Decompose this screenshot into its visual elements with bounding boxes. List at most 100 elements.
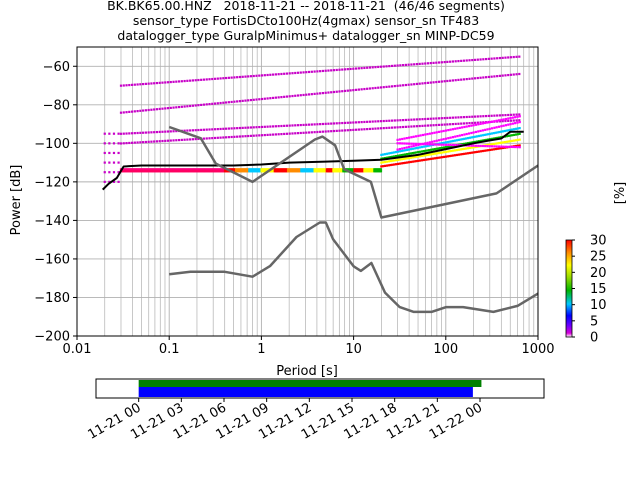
density-cell: [363, 120, 366, 124]
density-cell: [203, 168, 207, 171]
density-cell: [244, 75, 247, 78]
density-cell: [281, 168, 284, 171]
density-cell: [155, 81, 159, 85]
density-cell: [500, 125, 503, 128]
density-cell: [158, 140, 161, 143]
density-cell: [202, 128, 206, 131]
density-cell: [431, 140, 434, 143]
density-cell: [122, 84, 125, 87]
density-cell: [324, 91, 327, 94]
density-cell: [456, 135, 459, 138]
density-cell: [493, 120, 496, 123]
density-cell: [211, 168, 214, 171]
density-cell: [161, 130, 164, 133]
density-cell: [136, 170, 139, 173]
density-cell: [518, 55, 521, 58]
density-cell: [253, 170, 256, 173]
density-cell: [206, 168, 209, 171]
density-cell: [382, 65, 385, 68]
density-cell: [444, 137, 448, 140]
density-cell: [476, 76, 479, 80]
density-cell: [192, 170, 196, 173]
density-cell: [327, 130, 330, 133]
density-cell: [230, 76, 233, 79]
density-cell: [426, 81, 430, 84]
density-cell: [353, 168, 356, 171]
density-cell: [451, 79, 455, 82]
density-cell: [509, 113, 513, 116]
density-cell: [439, 151, 442, 154]
density-cell: [150, 131, 153, 134]
density-cell: [175, 106, 178, 109]
density-cell: [130, 168, 134, 171]
density-cell: [471, 115, 474, 118]
density-cell: [263, 168, 266, 171]
density-cell: [390, 85, 394, 88]
density-cell: [117, 132, 120, 135]
density-cell: [227, 136, 230, 139]
density-cell: [359, 170, 363, 173]
density-cell: [398, 158, 401, 161]
density-cell: [487, 149, 490, 152]
density-cell: [366, 128, 369, 131]
density-cell: [276, 170, 280, 173]
density-cell: [219, 170, 222, 173]
density-cell: [374, 127, 377, 130]
density-cell: [133, 170, 136, 173]
density-cell: [332, 69, 336, 72]
density-cell: [294, 170, 297, 173]
density-cell: [409, 160, 412, 164]
density-cell: [129, 170, 133, 173]
colorbar-tick-label: 5: [590, 314, 598, 329]
density-cell: [387, 152, 390, 155]
density-cell: [479, 139, 483, 142]
density-cell: [465, 152, 468, 155]
density-cell: [198, 168, 201, 171]
density-cell: [125, 132, 128, 135]
density-cell: [455, 139, 459, 142]
density-cell: [283, 170, 286, 173]
density-cell: [288, 124, 291, 127]
density-cell: [283, 168, 286, 171]
density-cell: [136, 109, 139, 113]
density-cell: [202, 170, 206, 173]
density-cell: [411, 156, 414, 159]
density-cell: [175, 170, 178, 173]
colorbar-label: [%]: [613, 182, 628, 205]
density-cell: [321, 122, 325, 126]
density-cell: [230, 127, 233, 130]
density-cell: [399, 126, 402, 129]
density-cell: [387, 156, 390, 159]
density-cell: [103, 161, 106, 164]
density-cell: [157, 168, 160, 171]
density-cell: [307, 123, 311, 126]
density-cell: [393, 64, 396, 67]
density-cell: [426, 62, 430, 65]
density-cell: [240, 170, 243, 173]
density-cell: [348, 168, 352, 171]
x-tick-label: 10: [345, 342, 362, 357]
density-cell: [382, 165, 385, 168]
density-cell: [265, 168, 269, 171]
density-cell: [470, 144, 473, 147]
density-cell: [305, 131, 308, 134]
density-cell: [454, 79, 457, 82]
density-cell: [444, 143, 448, 146]
density-cell: [444, 146, 447, 149]
density-cell: [509, 119, 513, 122]
density-cell: [324, 122, 327, 125]
density-cell: [389, 152, 392, 155]
density-cell: [415, 155, 418, 158]
density-cell: [133, 110, 136, 113]
density-cell: [145, 170, 148, 173]
density-cell: [479, 58, 482, 61]
density-cell: [136, 83, 139, 86]
density-cell: [479, 144, 482, 148]
density-cell: [335, 170, 338, 173]
density-cell: [310, 131, 313, 134]
density-cell: [435, 156, 438, 160]
y-tick-label: −60: [43, 60, 70, 75]
density-cell: [355, 170, 358, 173]
density-cell: [139, 170, 143, 173]
density-cell: [269, 133, 272, 136]
